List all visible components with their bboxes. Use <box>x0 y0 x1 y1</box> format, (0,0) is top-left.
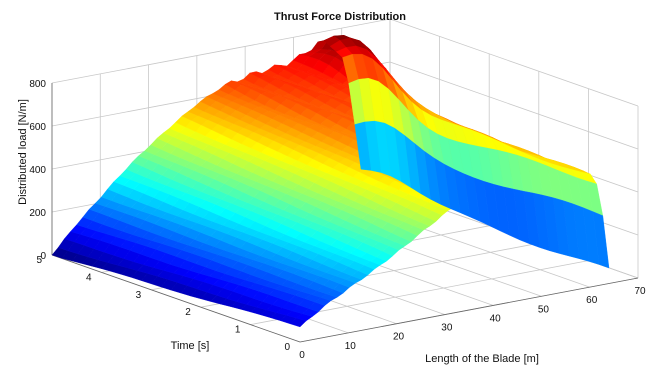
grid-line <box>389 18 639 107</box>
y-axis-label: Time [s] <box>171 340 210 352</box>
y-tick-label: 5 <box>36 255 42 266</box>
x-tick-label: 40 <box>490 313 502 324</box>
x-tick-label: 10 <box>345 341 357 352</box>
y-tick-label: 3 <box>136 290 142 301</box>
x-tick-label: 50 <box>538 304 550 315</box>
axis-line <box>51 254 301 343</box>
x-tick-label: 20 <box>393 332 405 343</box>
z-tick-label: 400 <box>29 165 46 176</box>
x-tick-label: 0 <box>299 350 305 361</box>
axis-line <box>299 277 639 343</box>
z-tick-label: 800 <box>29 79 46 90</box>
x-tick-label: 70 <box>634 286 646 297</box>
z-tick-label: 600 <box>29 122 46 133</box>
surface-plot <box>51 35 610 328</box>
y-tick-label: 2 <box>185 307 191 318</box>
z-axis-label: Distributed load [N/m] <box>17 99 29 205</box>
z-tick-label: 0 <box>40 251 46 262</box>
x-tick-label: 30 <box>441 323 453 334</box>
x-tick-label: 60 <box>586 295 598 306</box>
z-tick-label: 200 <box>29 208 46 219</box>
y-tick-label: 1 <box>235 325 241 336</box>
y-tick-label: 0 <box>284 342 290 353</box>
grid-line <box>51 18 391 84</box>
grid-line <box>389 61 639 150</box>
surface-cell <box>354 121 372 171</box>
x-axis-label: Length of the Blade [m] <box>425 353 539 365</box>
y-tick-label: 4 <box>86 272 92 283</box>
chart-title: Thrust Force Distribution <box>274 11 406 23</box>
